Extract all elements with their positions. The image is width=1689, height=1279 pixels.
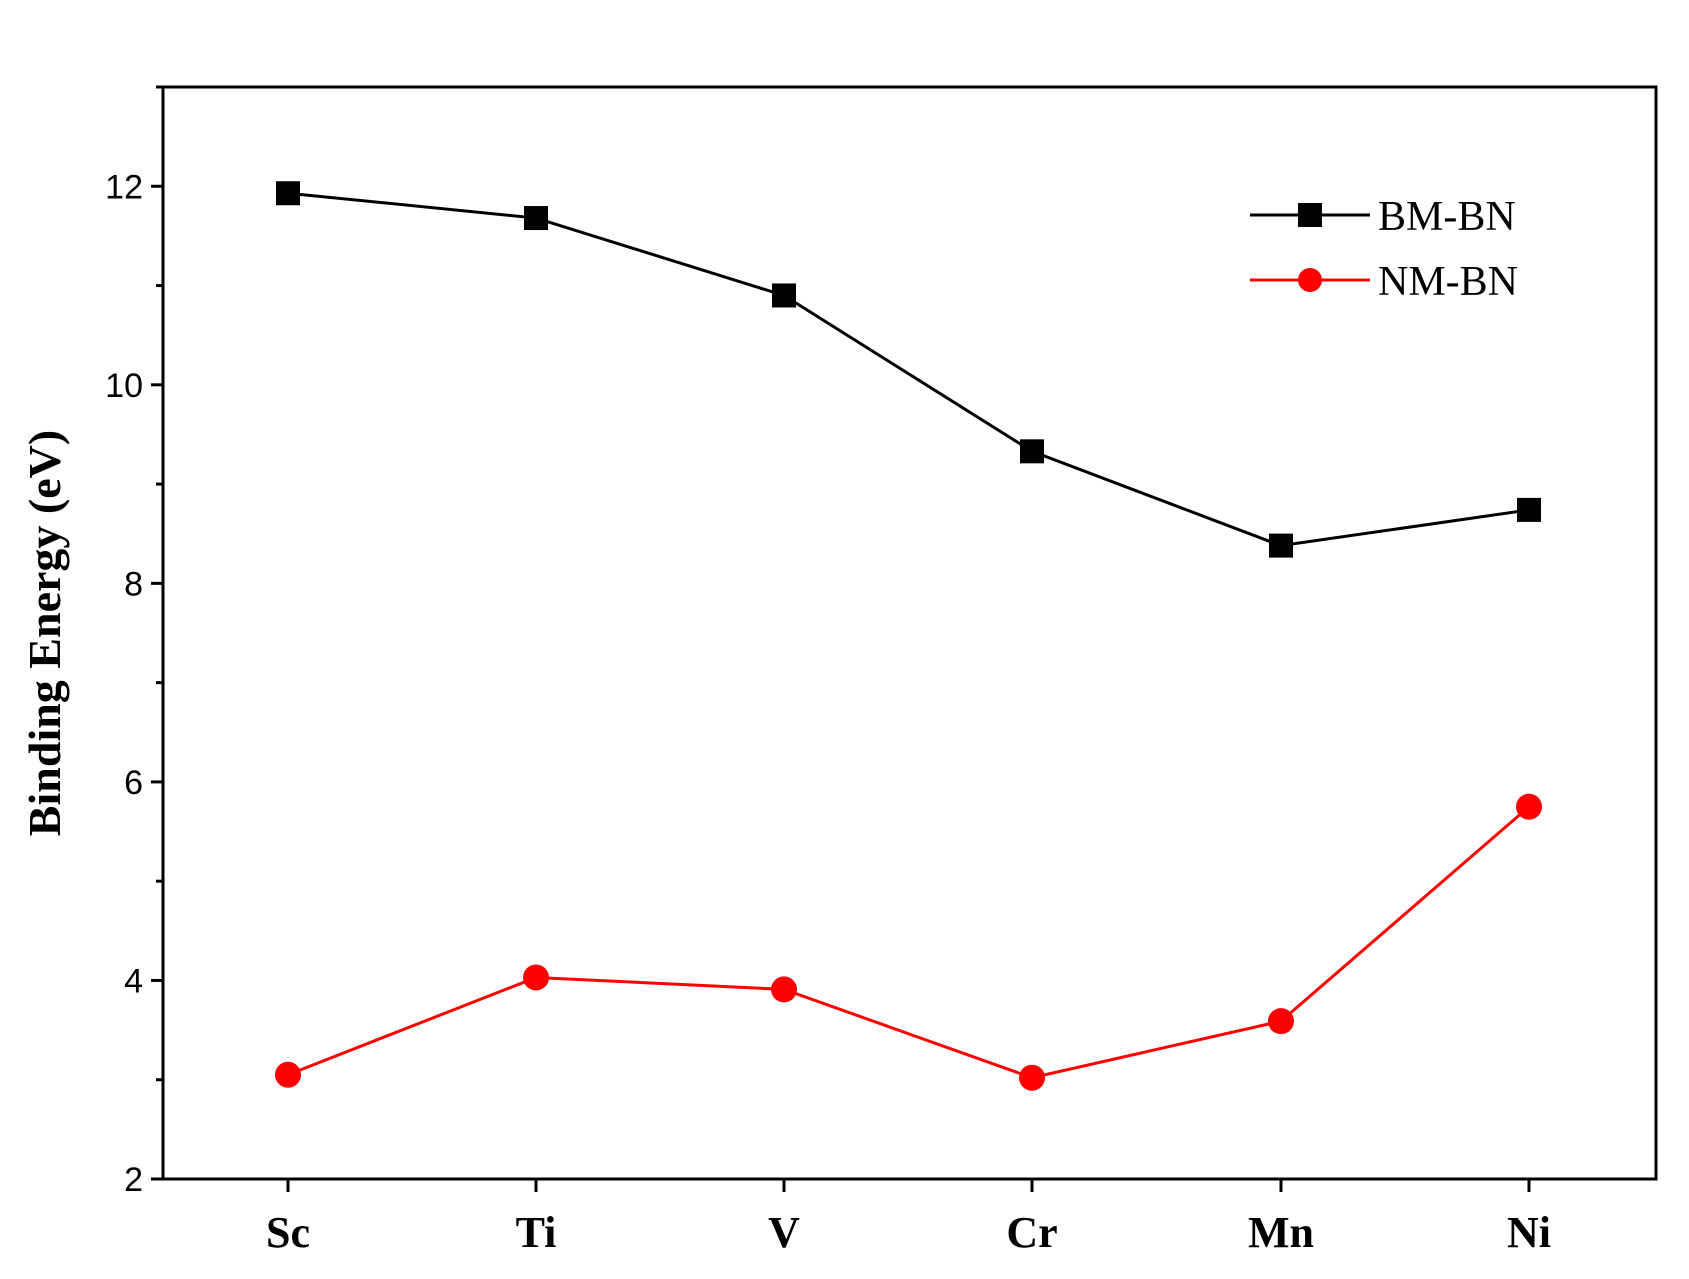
x-tick-label: Ti xyxy=(516,1208,557,1257)
y-tick-label: 6 xyxy=(124,764,143,802)
legend-marker-nm-bn xyxy=(1298,268,1322,292)
data-point-bm-bn xyxy=(1517,497,1541,522)
data-point-bm-bn xyxy=(524,206,548,231)
data-point-bm-bn xyxy=(1020,439,1044,464)
legend-label-nm-bn: NM-BN xyxy=(1378,259,1518,305)
y-tick-label: 4 xyxy=(124,962,143,1000)
x-tick-label: Mn xyxy=(1248,1208,1314,1257)
series-line-bm-bn xyxy=(287,191,1530,548)
series-line-nm-bn xyxy=(287,805,1530,1080)
x-tick-label: V xyxy=(768,1208,800,1257)
x-axis-ticks: Sc Ti V Cr Mn Ni xyxy=(266,1179,1551,1257)
plot-frame xyxy=(161,85,1658,1181)
legend-item-bm-bn: BM-BN xyxy=(1250,194,1516,240)
x-tick-label: Sc xyxy=(266,1208,310,1257)
legend-label-bm-bn: BM-BN xyxy=(1378,194,1516,240)
x-tick-label: Ni xyxy=(1507,1208,1551,1257)
data-point-nm-bn xyxy=(1516,793,1542,820)
data-point-nm-bn xyxy=(275,1061,301,1088)
data-point-nm-bn xyxy=(1019,1064,1045,1091)
legend-item-nm-bn: NM-BN xyxy=(1250,259,1518,305)
y-tick-label: 2 xyxy=(124,1161,143,1199)
x-tick-label: Cr xyxy=(1006,1208,1057,1257)
y-tick-label: 10 xyxy=(105,367,143,405)
y-axis-title: Binding Energy (eV) xyxy=(19,430,70,836)
data-point-bm-bn xyxy=(1269,533,1293,558)
legend: BM-BN NM-BN xyxy=(1250,194,1518,305)
data-point-nm-bn xyxy=(771,976,797,1003)
data-point-bm-bn xyxy=(772,283,796,308)
data-point-nm-bn xyxy=(523,964,549,991)
y-tick-label: 12 xyxy=(105,168,143,206)
data-point-bm-bn xyxy=(276,181,300,206)
legend-marker-bm-bn xyxy=(1298,203,1322,227)
y-axis-ticks: 2 4 6 8 10 12 xyxy=(105,85,163,1199)
series-layer xyxy=(275,181,1542,1091)
data-point-nm-bn xyxy=(1268,1008,1294,1035)
y-tick-label: 8 xyxy=(124,565,143,603)
